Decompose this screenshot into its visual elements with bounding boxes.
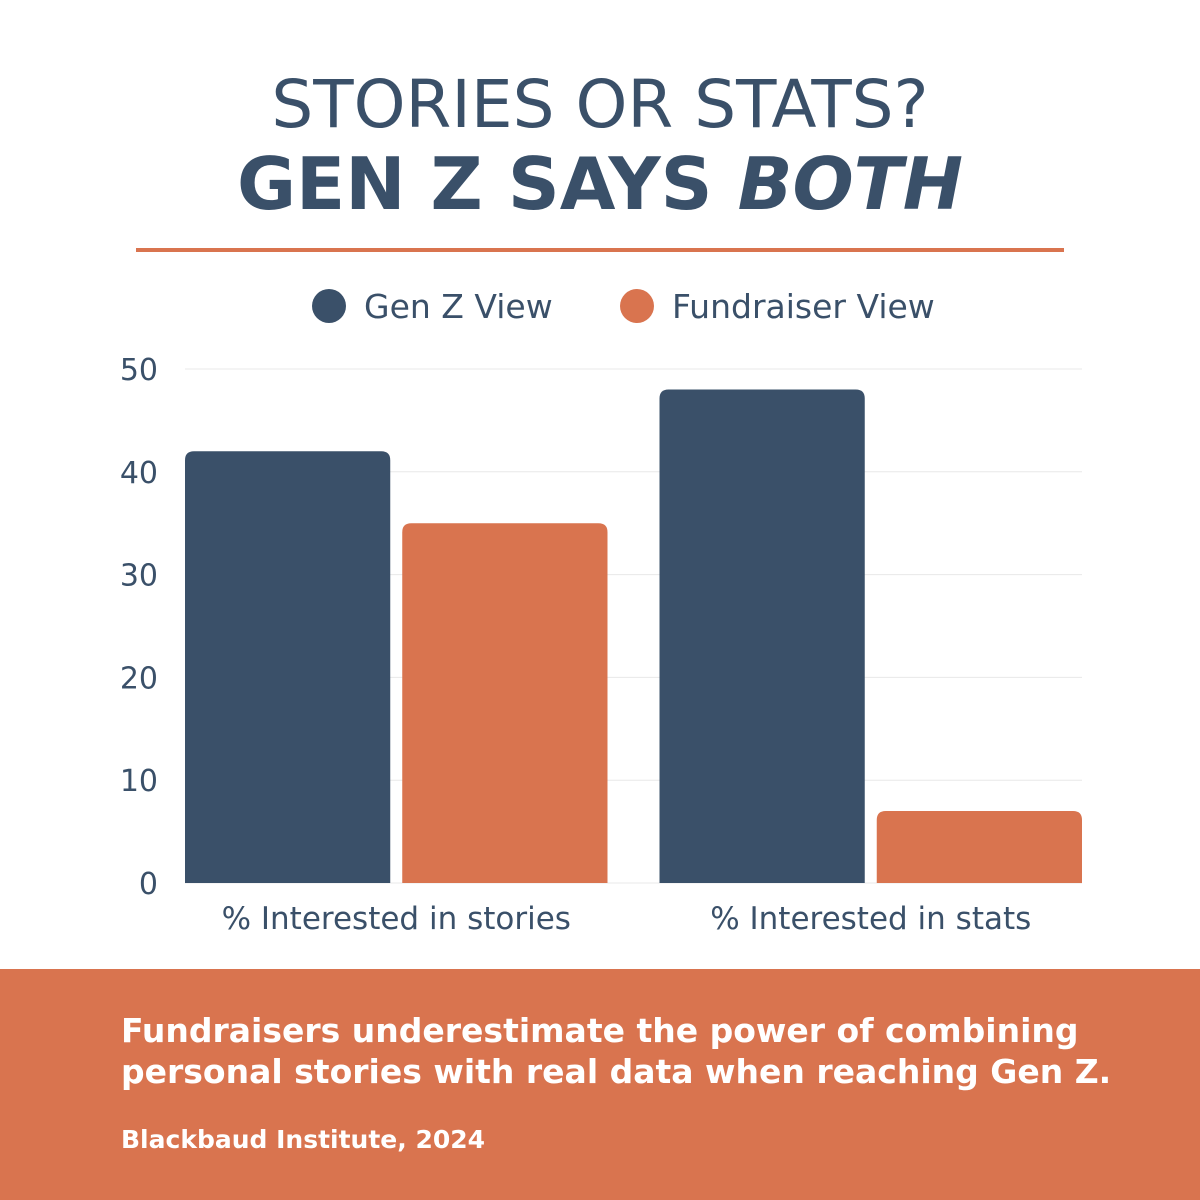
legend-swatch-gen-z: [312, 289, 346, 323]
y-tick-label: 30: [120, 559, 158, 594]
bar-gen-z-2: [659, 389, 865, 883]
title-line-2-prefix: GEN Z SAYS: [236, 142, 738, 226]
x-tick-label: % Interested in stats: [710, 901, 1031, 937]
bar-fundraiser-2: [876, 811, 1082, 883]
legend-label-fundraiser: Fundraiser View: [672, 286, 935, 326]
title-emphasis: BOTH: [737, 142, 964, 226]
y-tick-label: 0: [139, 867, 158, 902]
title-line-2: GEN Z SAYS BOTH: [0, 148, 1200, 220]
legend-swatch-fundraiser: [620, 289, 654, 323]
y-tick-label: 40: [120, 456, 158, 491]
legend-item-gen-z: Gen Z View: [312, 282, 553, 330]
title-line-1: STORIES OR STATS?: [271, 66, 929, 143]
title-divider: [136, 248, 1064, 252]
legend-label-gen-z: Gen Z View: [364, 286, 553, 326]
bar-fundraiser-1: [402, 523, 608, 883]
chart-legend: Gen Z View Fundraiser View: [0, 282, 1200, 330]
x-tick-label: % Interested in stories: [222, 901, 571, 937]
footer-source: Blackbaud Institute, 2024: [121, 1125, 486, 1154]
y-tick-label: 20: [120, 661, 158, 696]
y-tick-label: 10: [120, 764, 158, 799]
bar-gen-z-1: [185, 451, 391, 883]
footer-message: Fundraisers underestimate the power of c…: [121, 1011, 1112, 1091]
y-tick-label: 50: [120, 353, 158, 388]
legend-item-fundraiser: Fundraiser View: [620, 282, 935, 330]
footer-banner: Fundraisers underestimate the power of c…: [0, 969, 1200, 1200]
bar-chart: 0 10 20 30 40 50 % Interested in stories % Inte…: [120, 353, 1082, 937]
